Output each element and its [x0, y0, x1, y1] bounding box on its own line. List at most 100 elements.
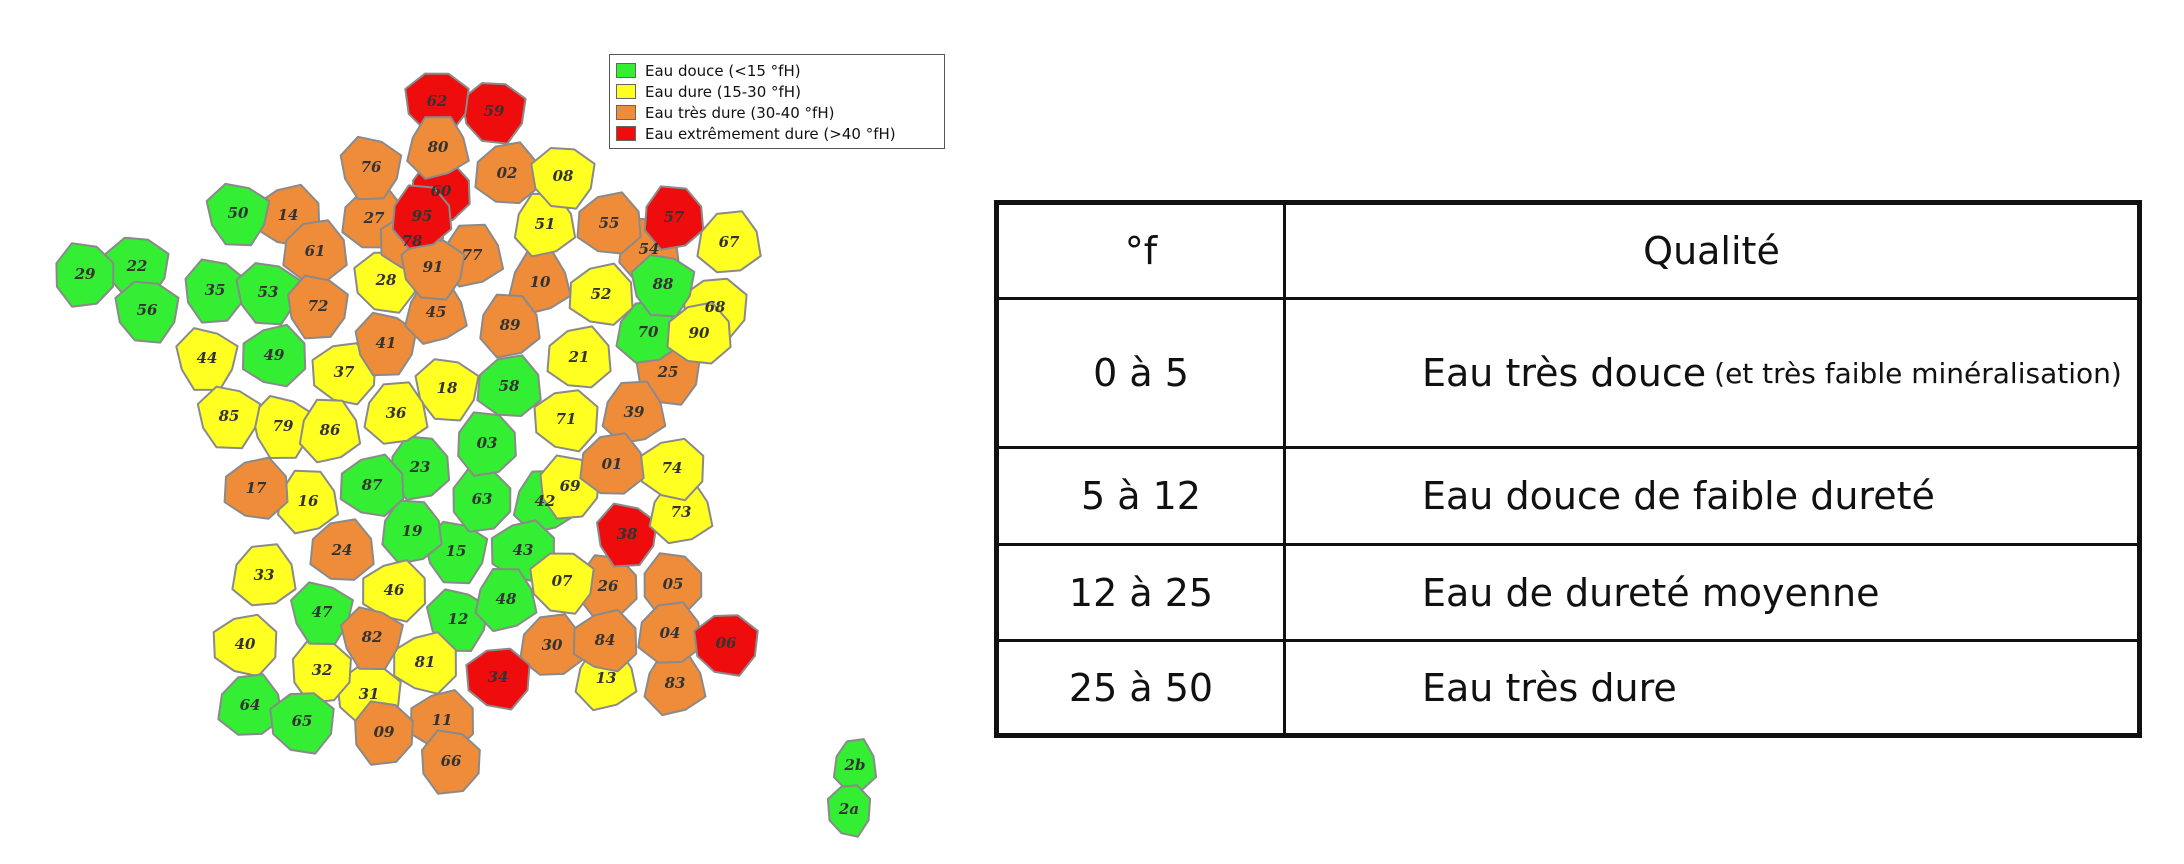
- department-08: [530, 147, 596, 210]
- department-label-80: 80: [428, 138, 449, 156]
- department-72: [287, 274, 349, 340]
- department-label-37: 37: [334, 363, 355, 381]
- department-04: [637, 601, 703, 664]
- department-label-49: 49: [264, 346, 285, 364]
- column-divider: [1283, 205, 1286, 733]
- department-label-28: 28: [375, 271, 397, 289]
- hardness-table: °f Qualité 0 à 5 Eau très douce (et très…: [994, 200, 2142, 738]
- department-label-26: 26: [597, 577, 619, 595]
- department-label-15: 15: [446, 542, 467, 560]
- department-67: [696, 210, 762, 274]
- department-label-33: 33: [254, 566, 275, 584]
- legend-item-very-hard: Eau très dure (30-40 °fH): [616, 102, 938, 123]
- department-label-58: 58: [499, 377, 520, 395]
- department-label-25: 25: [657, 363, 679, 381]
- department-label-82: 82: [362, 628, 383, 646]
- row-quality: Eau très douce (et très faible minéralis…: [1286, 300, 2137, 446]
- department-39: [601, 380, 667, 445]
- department-label-44: 44: [197, 349, 218, 367]
- department-label-43: 43: [513, 541, 534, 559]
- legend-swatch: [616, 126, 636, 141]
- department-90: [666, 301, 732, 365]
- department-29: [55, 242, 115, 308]
- department-label-72: 72: [308, 297, 329, 315]
- department-label-11: 11: [432, 711, 453, 729]
- department-58: [476, 354, 542, 417]
- department-64: [217, 673, 283, 736]
- department-label-2a: 2a: [838, 800, 859, 818]
- department-09: [354, 700, 414, 766]
- department-86: [298, 398, 362, 464]
- legend-item-hard: Eau dure (15-30 °fH): [616, 81, 938, 102]
- department-label-66: 66: [441, 752, 462, 770]
- department-89: [479, 293, 541, 359]
- department-label-07: 07: [552, 572, 573, 590]
- department-47: [290, 581, 354, 645]
- department-19: [381, 499, 443, 565]
- department-23: [389, 435, 451, 501]
- department-label-86: 86: [320, 421, 341, 439]
- department-32: [291, 638, 352, 704]
- department-label-79: 79: [273, 417, 294, 435]
- department-53: [235, 262, 301, 326]
- department-91: [400, 237, 466, 301]
- department-label-70: 70: [638, 323, 659, 341]
- department-76: [339, 135, 403, 201]
- department-label-53: 53: [258, 283, 279, 301]
- department-34: [465, 647, 531, 711]
- department-label-24: 24: [331, 541, 353, 559]
- department-label-52: 52: [591, 285, 612, 303]
- department-36: [363, 381, 429, 445]
- department-label-68: 68: [705, 298, 726, 316]
- department-label-84: 84: [595, 631, 616, 649]
- department-label-09: 09: [374, 723, 395, 741]
- legend-label: Eau dure (15-30 °fH): [645, 82, 801, 101]
- department-label-50: 50: [228, 204, 249, 222]
- department-label-10: 10: [530, 273, 551, 291]
- department-label-30: 30: [542, 636, 563, 654]
- department-17: [223, 456, 289, 520]
- department-label-89: 89: [500, 316, 521, 334]
- department-label-39: 39: [624, 403, 645, 421]
- department-label-88: 88: [653, 275, 674, 293]
- row-divider: [999, 639, 2137, 642]
- department-label-34: 34: [488, 668, 509, 686]
- department-label-54: 54: [639, 240, 660, 258]
- department-label-63: 63: [472, 490, 493, 508]
- department-label-06: 06: [716, 634, 737, 652]
- department-labels: 10 11 12 13 14 15 16 17 18 19 21 22 23 24 25 26 27 28 29 30…: [74, 92, 866, 818]
- department-label-08: 08: [553, 167, 574, 185]
- department-88: [630, 254, 696, 318]
- department-label-42: 42: [535, 492, 556, 510]
- department-49: [241, 323, 307, 388]
- department-label-95: 95: [412, 207, 433, 225]
- department-label-90: 90: [689, 324, 710, 342]
- department-label-21: 21: [568, 348, 590, 366]
- row-divider: [999, 446, 2137, 449]
- department-24: [309, 518, 375, 581]
- department-label-12: 12: [448, 610, 469, 628]
- department-46: [362, 559, 426, 623]
- row-range: 5 à 12: [1081, 474, 1201, 518]
- department-label-69: 69: [560, 477, 581, 495]
- department-label-31: 31: [359, 685, 380, 703]
- department-label-05: 05: [663, 575, 684, 593]
- department-label-04: 04: [660, 624, 681, 642]
- department-85: [196, 385, 262, 450]
- department-65: [269, 692, 335, 755]
- department-label-87: 87: [362, 476, 383, 494]
- department-06: [693, 614, 759, 677]
- department-57: [643, 185, 705, 251]
- department-label-62: 62: [427, 92, 448, 110]
- department-35: [184, 258, 246, 324]
- department-label-47: 47: [312, 603, 333, 621]
- department-label-57: 57: [664, 208, 685, 226]
- department-label-56: 56: [137, 301, 158, 319]
- row-divider: [999, 543, 2137, 546]
- department-label-55: 55: [599, 214, 620, 232]
- department-2a: [826, 784, 872, 838]
- department-66: [421, 729, 481, 795]
- department-95: [391, 184, 453, 250]
- quality-text: Eau très douce: [1422, 351, 1707, 395]
- legend-label: Eau extrêmement dure (>40 °fH): [645, 124, 896, 143]
